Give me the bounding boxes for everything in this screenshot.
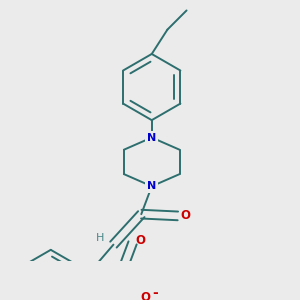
Text: O: O — [181, 209, 190, 222]
Text: N: N — [147, 133, 156, 142]
Text: -: - — [153, 286, 158, 300]
Text: N: N — [147, 181, 156, 191]
Text: O: O — [140, 291, 150, 300]
Text: H: H — [96, 233, 105, 243]
Text: O: O — [135, 234, 145, 247]
